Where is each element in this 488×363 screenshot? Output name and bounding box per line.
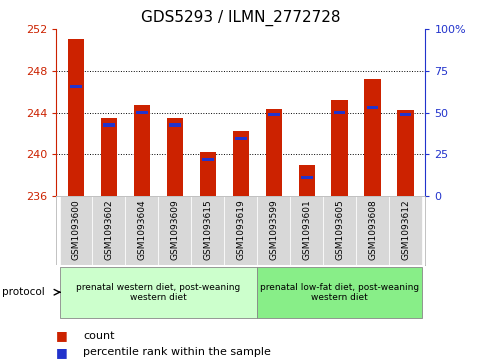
Bar (92, 196, 125, 265)
Bar (290, 196, 323, 265)
Bar (364, 79, 380, 196)
Bar (333, 111, 345, 114)
Text: GSM1093615: GSM1093615 (203, 200, 212, 260)
Text: GSM1093601: GSM1093601 (302, 200, 311, 260)
Text: GSM1093609: GSM1093609 (170, 200, 179, 260)
Bar (199, 152, 216, 196)
Bar (397, 110, 413, 196)
Text: prenatal low-fat diet, post-weaning
western diet: prenatal low-fat diet, post-weaning west… (260, 282, 418, 302)
Bar (298, 165, 314, 196)
Text: ■: ■ (56, 329, 68, 342)
Text: prenatal western diet, post-weaning
western diet: prenatal western diet, post-weaning west… (76, 282, 240, 302)
Bar (366, 106, 378, 109)
Bar (257, 196, 290, 265)
Bar (323, 196, 355, 265)
Bar (301, 176, 312, 179)
Bar (166, 118, 183, 196)
Bar (191, 196, 224, 265)
Bar (125, 196, 158, 265)
Text: GSM1093608: GSM1093608 (367, 200, 376, 260)
Bar (257, 266, 421, 318)
Title: GDS5293 / ILMN_2772728: GDS5293 / ILMN_2772728 (141, 10, 340, 26)
Text: GSM1093619: GSM1093619 (236, 200, 245, 260)
Bar (267, 113, 279, 116)
Bar (60, 266, 257, 318)
Text: percentile rank within the sample: percentile rank within the sample (83, 347, 270, 357)
Text: protocol: protocol (2, 287, 45, 297)
Text: GSM1093612: GSM1093612 (400, 200, 409, 260)
Text: GSM1093602: GSM1093602 (104, 200, 113, 260)
Bar (136, 111, 147, 114)
Bar (399, 113, 410, 116)
Bar (224, 196, 257, 265)
Text: ■: ■ (56, 346, 68, 359)
Bar (331, 100, 347, 196)
Bar (235, 137, 246, 140)
Bar (169, 123, 180, 127)
Bar (158, 196, 191, 265)
Bar (60, 196, 92, 265)
Text: GSM1093604: GSM1093604 (137, 200, 146, 260)
Bar (202, 158, 213, 161)
Bar (388, 196, 421, 265)
Text: GSM1093600: GSM1093600 (71, 200, 81, 260)
Bar (103, 123, 115, 127)
Text: count: count (83, 331, 114, 341)
Bar (133, 105, 150, 196)
Text: GSM1093599: GSM1093599 (269, 200, 278, 260)
Bar (265, 109, 282, 196)
Bar (70, 85, 81, 88)
Bar (68, 40, 84, 196)
Text: GSM1093605: GSM1093605 (335, 200, 344, 260)
Bar (355, 196, 388, 265)
Bar (232, 131, 248, 196)
Bar (101, 118, 117, 196)
